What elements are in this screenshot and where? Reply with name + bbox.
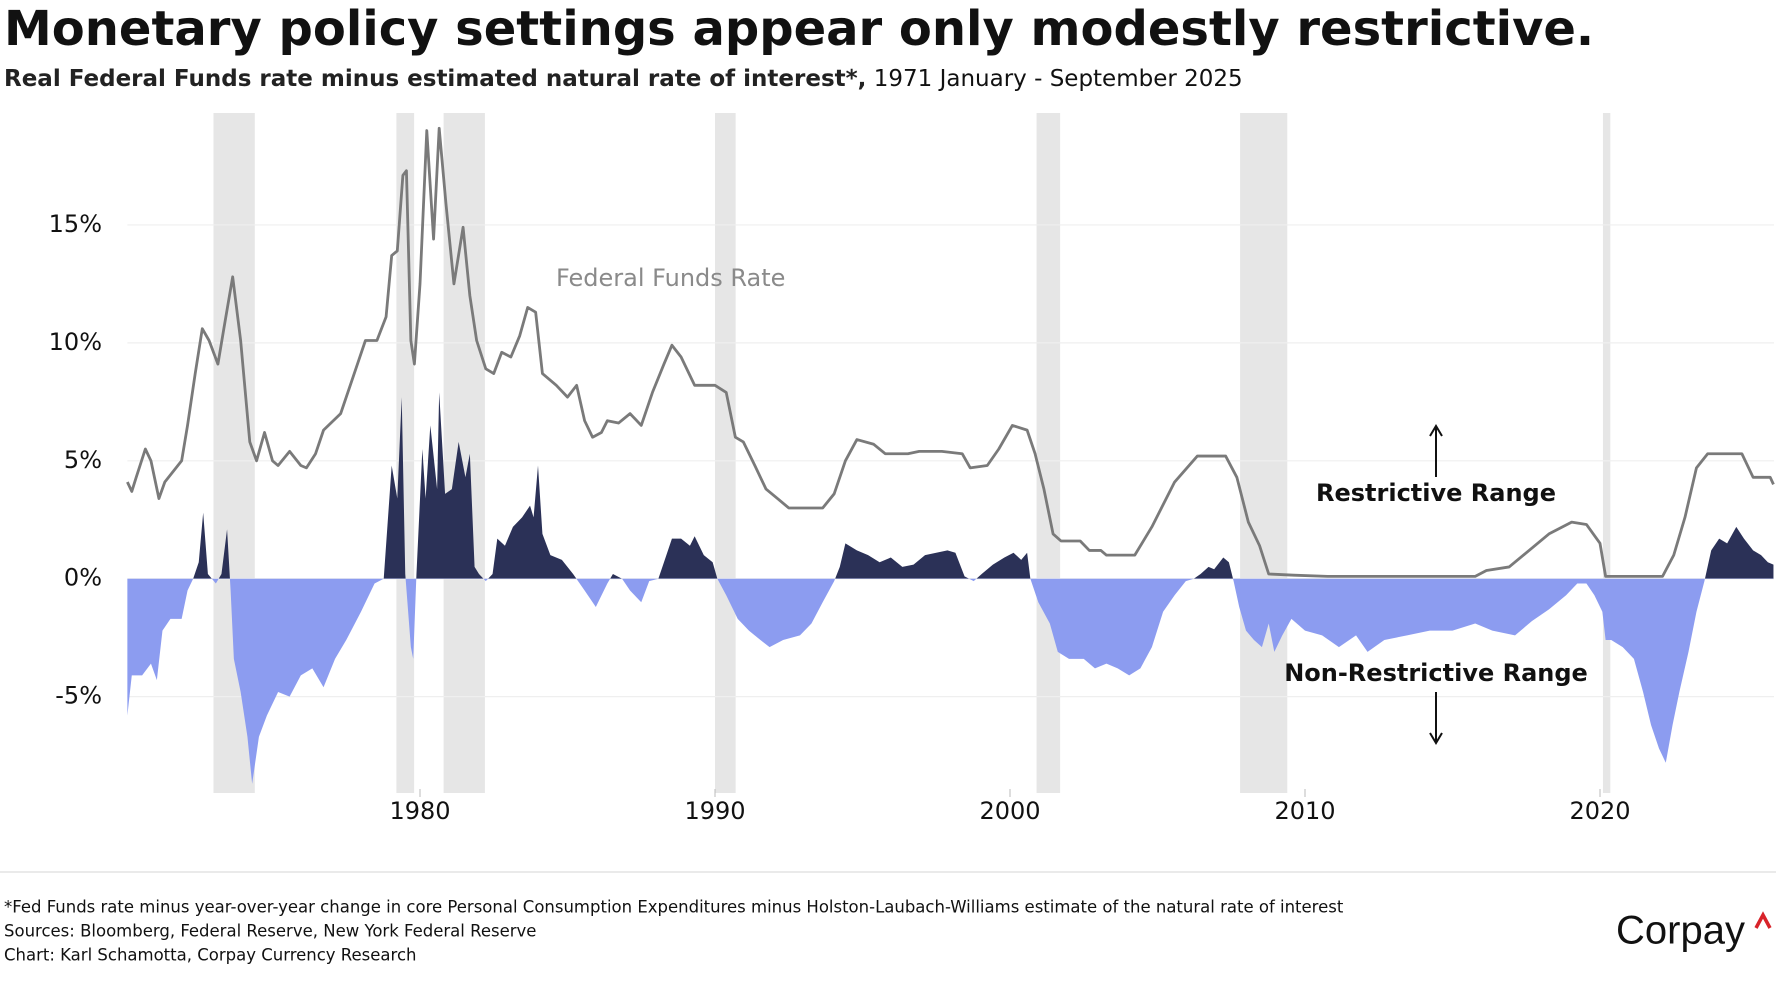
y-tick-label: -5% — [55, 682, 102, 710]
y-tick-label: 5% — [64, 446, 102, 474]
recession-band — [1036, 113, 1061, 793]
chart-subtitle: Real Federal Funds rate minus estimated … — [4, 66, 1243, 92]
annotation: Restrictive Range — [1316, 479, 1556, 507]
x-tick-label: 2000 — [979, 797, 1040, 825]
x-tick-label: 1980 — [389, 797, 450, 825]
gap-area — [127, 392, 1774, 784]
y-tick-label: 15% — [49, 210, 102, 238]
labels: -5% 0% 5% 10% 15% 1980 1990 2000 2010 2020 — [49, 210, 1631, 825]
arrow-head — [1429, 424, 1443, 437]
recession-band — [1602, 113, 1611, 793]
x-tick-label: 1990 — [684, 797, 745, 825]
footnote: Sources: Bloomberg, Federal Reserve, New… — [4, 922, 536, 941]
recession-band — [443, 113, 485, 793]
marks — [126, 126, 1775, 784]
logo: Corpay — [1616, 909, 1745, 953]
chart-title: Monetary policy settings appear only mod… — [4, 1, 1594, 57]
fed-funds-line — [126, 126, 1775, 578]
x-tick-label: 2010 — [1274, 797, 1335, 825]
subtitle-main: Real Federal Funds rate minus estimated … — [4, 66, 866, 92]
footnote: Chart: Karl Schamotta, Corpay Currency R… — [4, 946, 416, 965]
annotation: Non-Restrictive Range — [1284, 659, 1588, 687]
grid — [127, 224, 1774, 797]
x-tick-label: 2020 — [1569, 797, 1630, 825]
y-tick-label: 10% — [49, 328, 102, 356]
y-tick-label: 0% — [64, 564, 102, 592]
logo-caret — [1754, 911, 1772, 929]
series-label: Federal Funds Rate — [556, 264, 785, 292]
arrow-head — [1429, 732, 1443, 745]
recession-band — [715, 113, 736, 793]
recession-band — [1240, 113, 1288, 793]
subtitle-range: 1971 January - September 2025 — [874, 66, 1243, 92]
footnote: *Fed Funds rate minus year-over-year cha… — [4, 898, 1344, 917]
